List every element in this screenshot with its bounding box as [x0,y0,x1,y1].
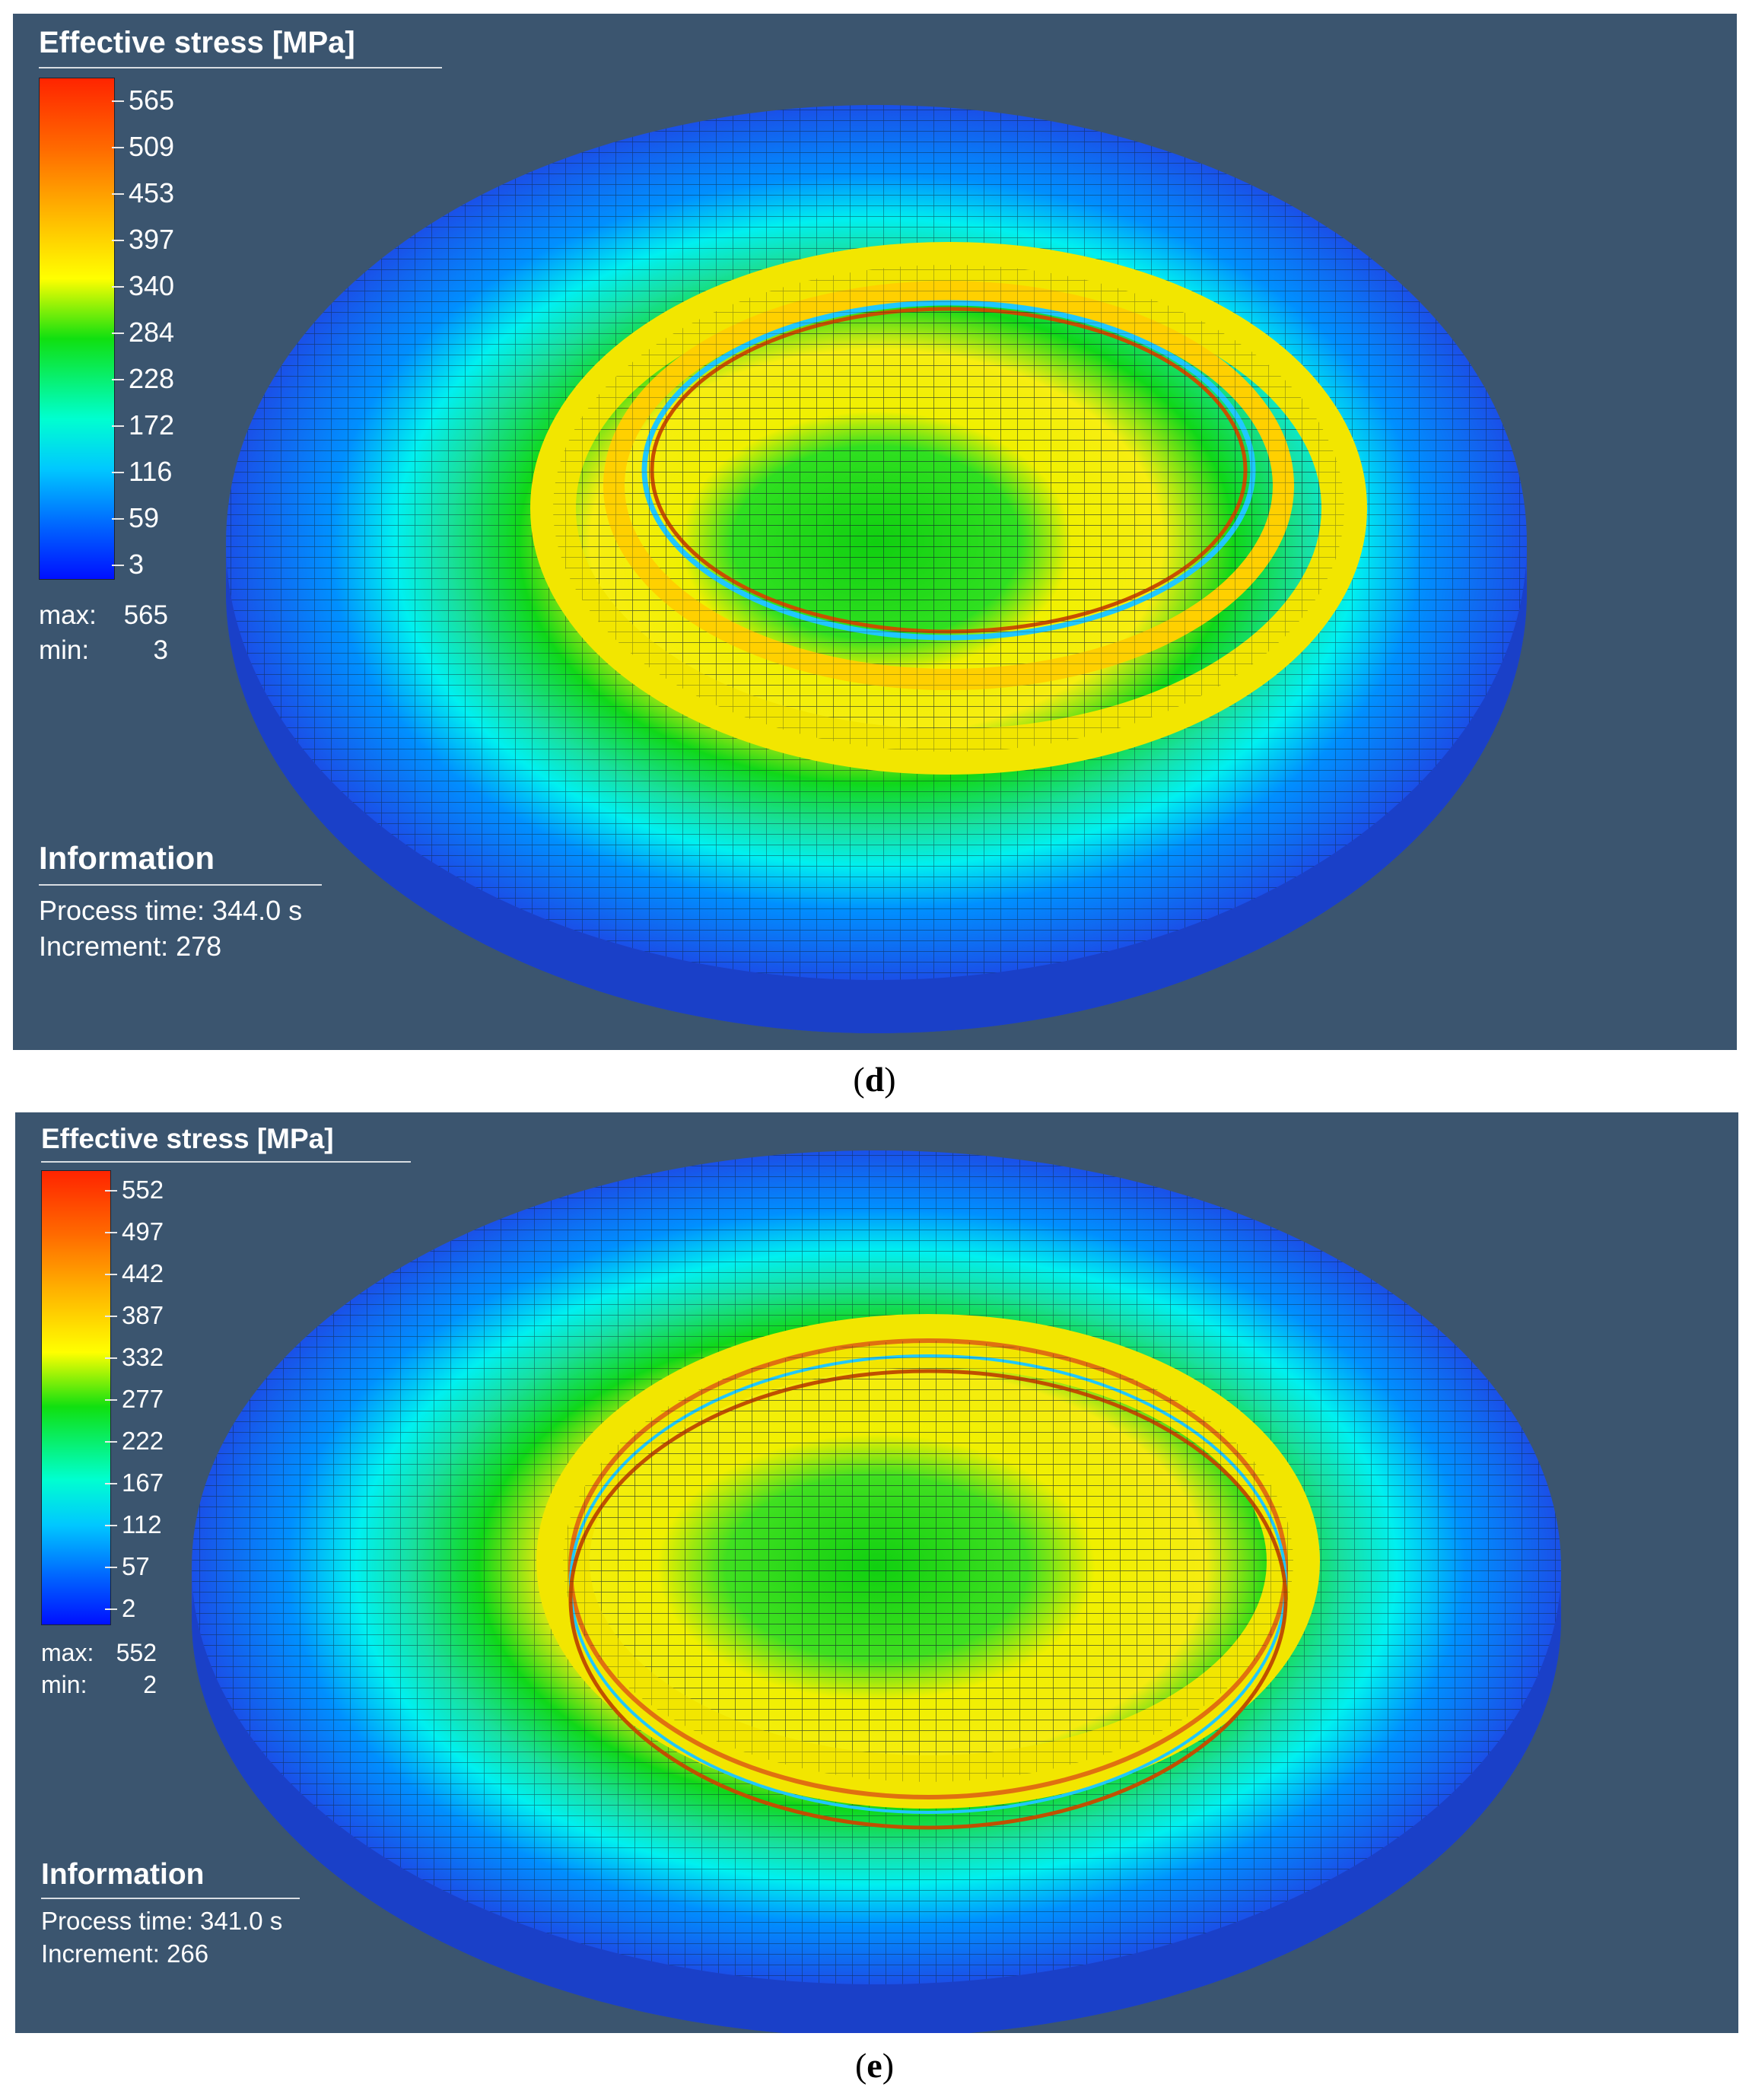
color-scale-bar [41,1170,111,1625]
information-underline [41,1898,300,1899]
scale-tick: 112 [105,1510,162,1538]
scale-tick: 59 [111,502,160,533]
scale-tick: 453 [111,177,175,208]
scale-tick: 167 [104,1468,164,1497]
caption-d: (d) [853,1060,896,1099]
scale-tick: 57 [105,1552,150,1580]
information-details: Process time: 344.0 s Increment: 278 [39,893,302,965]
scale-tick: 497 [104,1217,164,1246]
disk-mesh-model[interactable] [15,1112,1738,2033]
scale-tick: 3 [111,549,145,580]
scale-tick: 509 [111,131,175,162]
scale-tick: 340 [111,270,175,301]
min-max-readout: max: 552 min: 2 [41,1637,157,1701]
increment: Increment: 266 [41,1939,209,1968]
scale-tick: 442 [104,1259,164,1287]
scale-tick: 116 [111,456,173,487]
caption-e: (e) [854,2046,895,2085]
scale-tick: 222 [104,1427,164,1455]
max-value: 565 [123,600,168,630]
legend-title: Effective stress [MPa] [41,1123,334,1154]
process-time: Process time: 341.0 s [41,1907,283,1935]
min-label: min: [39,635,90,665]
min-label: min: [41,1670,87,1698]
min-value: 2 [143,1670,157,1698]
scale-tick: 565 [111,84,175,116]
min-value: 3 [153,635,168,665]
legend-title: Effective stress [MPa] [39,26,355,59]
increment: Increment: 278 [39,930,222,962]
information-title: Information [41,1858,205,1891]
scale-tick: 228 [111,363,175,394]
fem-viewport-d[interactable]: Effective stress [MPa] 565 509 453 397 3… [13,14,1737,1050]
scale-tick: 2 [104,1594,136,1622]
scale-tick: 552 [104,1176,164,1204]
information-details: Process time: 341.0 s Increment: 266 [41,1905,282,1971]
scale-tick: 284 [111,317,175,348]
fem-viewport-e[interactable]: Effective stress [MPa] 552 497 442 387 3… [15,1112,1738,2033]
scale-tick: 172 [111,409,175,441]
scale-tick: 332 [104,1343,164,1371]
min-max-readout: max: 565 min: 3 [39,598,168,667]
max-value: 552 [116,1639,157,1666]
scale-tick: 277 [104,1385,164,1413]
max-label: max: [39,600,97,630]
max-label: max: [41,1639,94,1666]
legend-title-underline [41,1161,411,1163]
process-time: Process time: 344.0 s [39,895,303,926]
information-title: Information [39,840,215,876]
scale-tick: 397 [111,224,175,255]
legend-title-underline [39,67,442,68]
color-scale-bar [39,78,115,580]
disk-mesh-model[interactable] [13,14,1737,1050]
information-underline [39,884,322,886]
scale-tick: 387 [104,1301,164,1329]
